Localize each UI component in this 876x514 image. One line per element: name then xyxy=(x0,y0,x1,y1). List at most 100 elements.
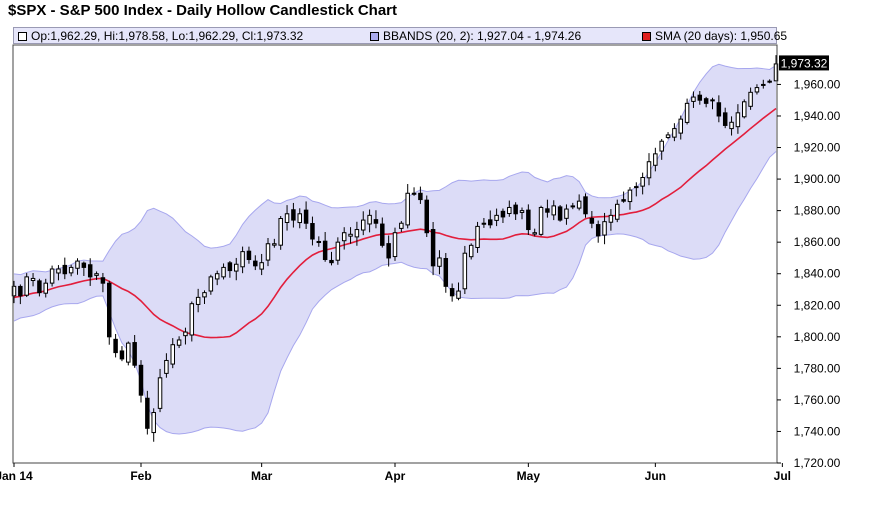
candle-body xyxy=(37,280,42,294)
legend-sma-text: SMA (20 days): 1,950.65 xyxy=(655,29,788,43)
candle xyxy=(164,353,169,378)
month-label: May xyxy=(517,469,541,483)
candle-body xyxy=(329,259,334,264)
candle xyxy=(722,107,728,129)
candle xyxy=(710,97,715,110)
candle-body xyxy=(684,102,690,123)
candle-body xyxy=(132,342,137,366)
candle-body xyxy=(430,229,436,267)
candle-body xyxy=(627,189,633,203)
candle xyxy=(634,182,639,197)
candle xyxy=(138,360,144,403)
candle xyxy=(678,115,683,140)
candle-body xyxy=(621,199,626,202)
candle xyxy=(49,265,55,287)
candle-body xyxy=(253,260,258,267)
candle xyxy=(272,238,277,248)
candle xyxy=(221,263,226,280)
y-tick-label: 1,920.00 xyxy=(794,141,841,155)
month-label: Apr xyxy=(385,469,406,483)
candle xyxy=(183,327,188,345)
candle xyxy=(341,227,347,250)
y-tick-label: 1,900.00 xyxy=(794,172,841,186)
candle xyxy=(373,210,379,229)
month-label: Feb xyxy=(130,469,151,483)
candle-body xyxy=(297,213,302,224)
legend-ohlc: Op:1,962.29, Hi:1,978.58, Lo:1,962.29, C… xyxy=(18,29,303,43)
candle-body xyxy=(49,268,55,284)
legend-sma-swatch xyxy=(642,31,651,41)
y-tick-label: 1,760.00 xyxy=(794,393,841,407)
candle xyxy=(615,199,620,223)
candle-body xyxy=(653,153,658,166)
candle-body xyxy=(361,219,366,231)
candle xyxy=(754,84,760,95)
candle xyxy=(30,273,36,287)
candle xyxy=(81,261,87,276)
candle-body xyxy=(183,331,188,337)
candle xyxy=(532,228,537,237)
candle xyxy=(170,338,175,369)
candle xyxy=(361,211,366,236)
legend-ohlc-text: Op:1,962.29, Hi:1,978.58, Lo:1,962.29, C… xyxy=(31,29,304,43)
candle-body xyxy=(443,258,449,287)
candle xyxy=(68,264,74,277)
candle xyxy=(303,201,309,229)
candle-body xyxy=(164,359,169,374)
candle xyxy=(684,98,690,125)
candle-body xyxy=(348,233,353,237)
candle-body xyxy=(234,263,239,272)
candle-body xyxy=(373,219,379,224)
candle xyxy=(500,208,506,224)
candle-body xyxy=(519,210,525,213)
candle xyxy=(627,187,633,210)
candle xyxy=(348,227,353,244)
candle xyxy=(227,261,233,278)
candle-body xyxy=(500,210,506,218)
candle-body xyxy=(272,243,277,246)
candle-body xyxy=(284,213,290,223)
legend-bbands-text: BBANDS (20, 2): 1,927.04 - 1,974.26 xyxy=(383,29,582,43)
candle xyxy=(430,222,436,276)
candle-body xyxy=(494,214,499,221)
candle-body xyxy=(646,161,652,179)
candle xyxy=(507,200,512,217)
candle xyxy=(18,284,23,305)
candle xyxy=(608,209,614,231)
candle-body xyxy=(564,208,569,219)
candle-body xyxy=(475,225,480,248)
candle xyxy=(640,172,645,195)
candle-body xyxy=(68,266,74,274)
candle xyxy=(202,290,207,305)
candle-body xyxy=(322,240,328,261)
candle-body xyxy=(367,214,372,225)
month-label: Jul xyxy=(774,469,791,483)
candle xyxy=(329,251,334,266)
candle-body xyxy=(380,223,385,246)
candle xyxy=(24,273,29,298)
month-label: Jun xyxy=(645,469,666,483)
y-tick-label: 1,720.00 xyxy=(794,456,841,470)
candle xyxy=(735,104,741,134)
candle-body xyxy=(710,99,715,102)
candle-body xyxy=(545,208,550,213)
candle xyxy=(284,205,290,231)
candle-body xyxy=(773,63,779,82)
candle xyxy=(665,132,671,140)
legend-bbands: BBANDS (20, 2): 1,927.04 - 1,974.26 xyxy=(370,29,581,43)
candle xyxy=(443,252,449,293)
candle xyxy=(56,265,61,281)
candle xyxy=(672,123,677,142)
candle-body xyxy=(56,268,61,274)
candle xyxy=(107,280,112,345)
candle-body xyxy=(468,244,474,258)
candle-body xyxy=(107,282,112,338)
candle xyxy=(742,99,747,119)
candle-body xyxy=(634,186,639,189)
candle-body xyxy=(570,205,576,208)
y-tick-label: 1,740.00 xyxy=(794,424,841,438)
candle xyxy=(716,95,722,123)
candle-body xyxy=(303,209,309,224)
candle-body xyxy=(126,342,131,363)
